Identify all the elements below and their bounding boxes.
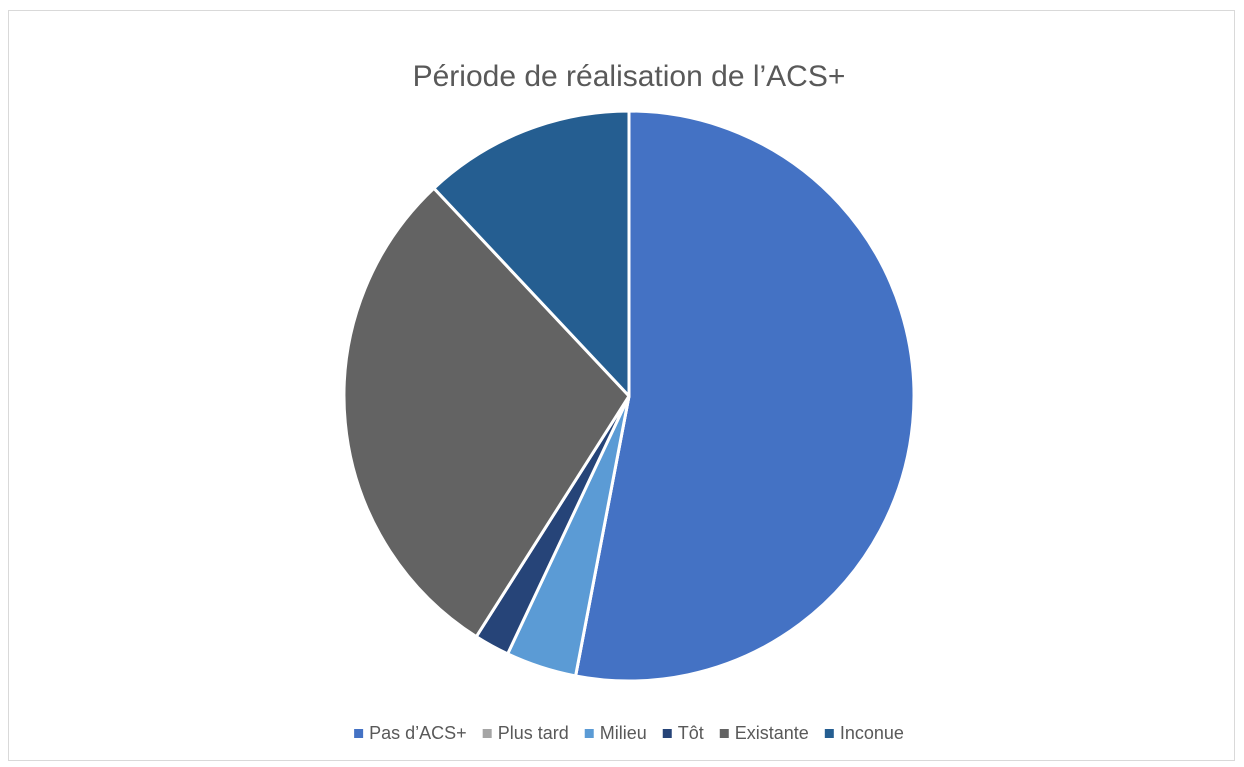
legend-swatch bbox=[824, 729, 834, 738]
legend-label: Pas d’ACS+ bbox=[369, 723, 467, 743]
legend-label: Plus tard bbox=[498, 723, 569, 743]
legend-swatch bbox=[662, 729, 672, 738]
pie-slice bbox=[574, 109, 916, 683]
legend-label: Tôt bbox=[678, 723, 704, 743]
legend-label: Milieu bbox=[600, 723, 647, 743]
chart-title: Période de réalisation de l’ACS+ bbox=[413, 60, 846, 93]
legend-swatch bbox=[719, 729, 729, 738]
legend-label: Inconue bbox=[840, 723, 904, 743]
legend-swatch bbox=[482, 729, 492, 738]
pie-slice bbox=[342, 186, 631, 639]
legend-label: Existante bbox=[735, 723, 809, 743]
legend-swatch bbox=[354, 729, 364, 738]
pie-slice bbox=[432, 109, 631, 398]
legend-swatch bbox=[584, 729, 594, 738]
